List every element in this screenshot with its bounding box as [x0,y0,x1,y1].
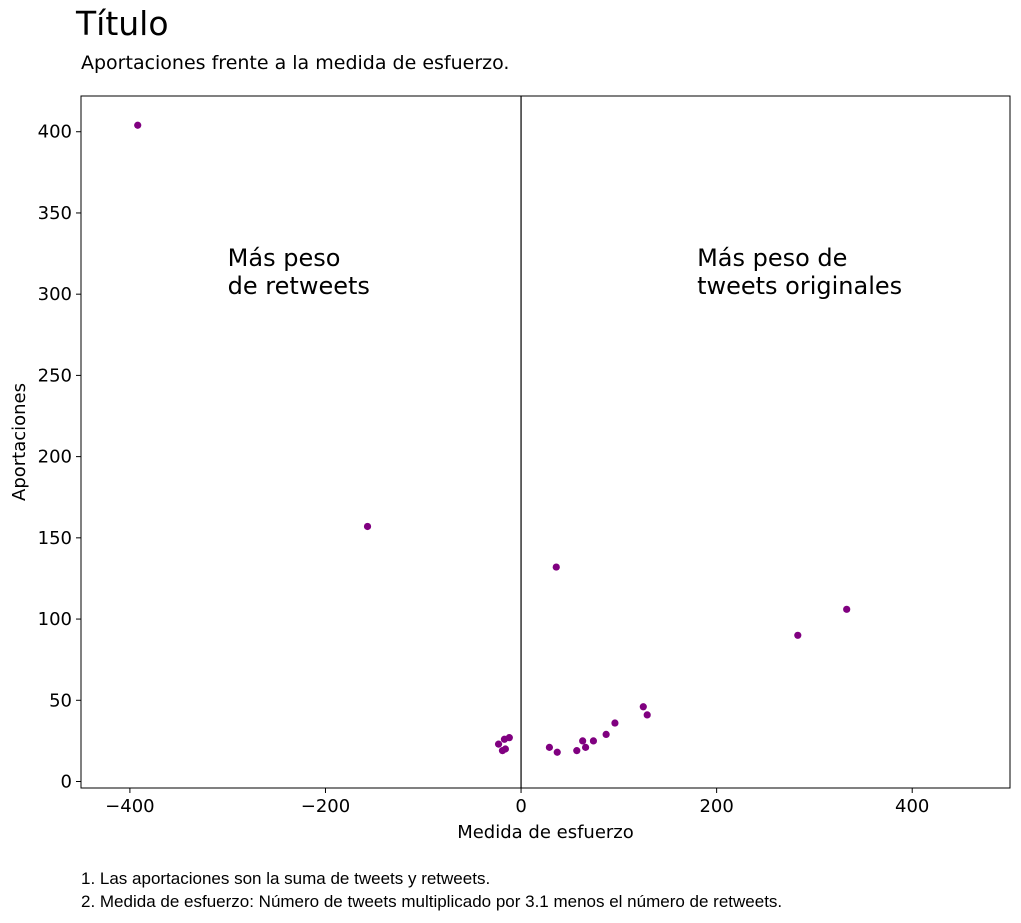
y-tick-label: 350 [38,203,72,224]
data-point [552,563,560,571]
data-point [134,121,142,129]
chart-subtitle: Aportaciones frente a la medida de esfue… [81,52,510,74]
data-point [579,737,587,745]
x-tick-label: −400 [105,796,154,817]
data-point [611,719,619,727]
data-point [643,711,651,719]
footnote-2: 2. Medida de esfuerzo: Número de tweets … [81,892,783,911]
annotation-retweets: Más peso de retweets [228,244,370,300]
data-point [843,605,851,613]
x-tick-label: 200 [699,796,733,817]
data-point [602,730,610,738]
data-point [494,740,503,748]
plot-frame [80,95,1011,789]
data-point [589,737,598,745]
data-point [553,748,561,756]
y-tick-label: 400 [38,122,72,143]
annotation-original-tweets: Más peso de tweets originales [697,244,902,300]
y-tick-label: 200 [38,447,72,468]
chart-title: Título [76,4,169,43]
data-point [363,522,372,531]
x-tick-label: 400 [895,796,929,817]
data-point [639,703,647,711]
x-tick-label: 0 [515,796,526,817]
x-axis-label: Medida de esfuerzo [457,822,634,843]
data-point [581,743,590,751]
y-tick-label: 50 [49,690,72,711]
data-point [794,631,802,639]
data-point [505,734,513,742]
y-tick-label: 0 [61,772,72,793]
footnote-1: 1. Las aportaciones son la suma de tweet… [81,869,491,888]
data-point [573,747,581,755]
y-tick-label: 150 [38,528,72,549]
data-point [545,743,554,751]
y-tick-label: 100 [38,609,72,630]
data-point [501,745,510,753]
x-tick-label: −200 [301,796,350,817]
y-tick-label: 300 [38,284,72,305]
y-axis-label: Aportaciones [9,383,30,501]
y-tick-label: 250 [38,365,72,386]
